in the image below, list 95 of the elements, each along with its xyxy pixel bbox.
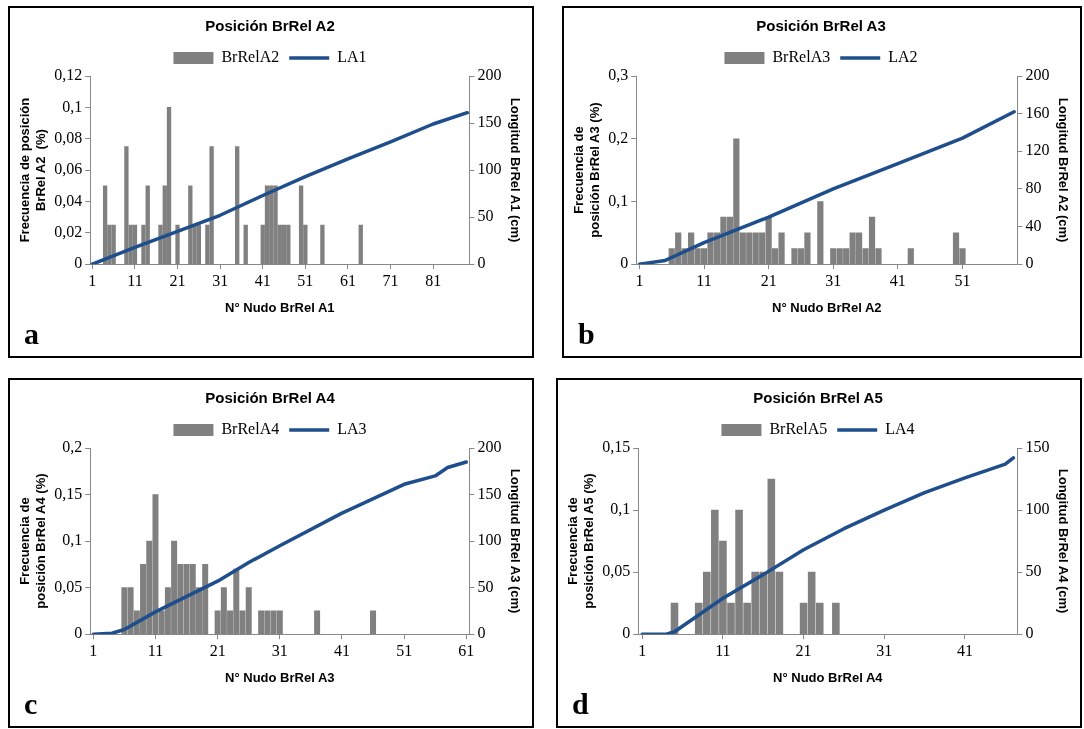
text: d: [572, 687, 589, 720]
y2-tick-label: 150: [477, 113, 502, 131]
y-axis-title: Frecuencia de posición BrRel A2 (%): [17, 97, 48, 243]
y2-tick-label: 80: [1025, 179, 1042, 197]
y-tick-label: 0,06: [54, 160, 83, 178]
y-tick-label: 0,15: [602, 438, 631, 456]
legend-label: BrRelA3: [772, 48, 831, 66]
text: a: [24, 317, 39, 350]
x-tick-label: 81: [425, 272, 442, 289]
legend-label: LA3: [337, 420, 367, 438]
x-tick-label: 61: [339, 272, 356, 289]
y2-tick-label: 0: [1025, 624, 1034, 642]
x-tick-label: 1: [88, 272, 97, 289]
y-tick-label: 0,3: [608, 66, 629, 84]
chart-title: Posición BrRel A3: [756, 17, 886, 35]
y2-tick-label: 100: [477, 531, 502, 549]
y-tick-label: 0,08: [54, 128, 83, 146]
x-tick-label: 21: [795, 642, 812, 659]
x-tick-label: 51: [954, 272, 971, 289]
legend-label: LA1: [337, 48, 367, 66]
y-tick-label: 0,05: [54, 577, 83, 595]
x-tick-label: 21: [209, 642, 226, 659]
x-tick-label: 11: [127, 272, 143, 289]
y2-tick-label: 100: [1025, 500, 1050, 518]
x-tick-label: 51: [297, 272, 314, 289]
legend-label: BrRelA5: [769, 420, 828, 438]
x-tick-label: 41: [254, 272, 271, 289]
y2-tick-label: 0: [477, 254, 486, 272]
y-tick-label: 0,04: [54, 191, 83, 209]
legend-label: BrRelA4: [221, 420, 280, 438]
y2-tick-label: 200: [1025, 66, 1050, 84]
x-tick-label: 11: [147, 642, 164, 659]
chart-title: Posición BrRel A5: [753, 389, 883, 407]
y2-axis-title: Longitud BrRel A3 (cm): [507, 468, 523, 614]
y2-tick-label: 120: [1025, 141, 1050, 159]
y-tick-label: 0,2: [608, 128, 629, 146]
x-tick-label: 21: [169, 272, 186, 289]
y-tick-label: 0,1: [608, 191, 629, 209]
y2-tick-label: 50: [1025, 562, 1042, 580]
y2-tick-label: 200: [477, 66, 502, 84]
y-axis-title: Frecuencia de posición BrRel A3 (%): [571, 102, 602, 238]
x-tick-label: 61: [458, 642, 475, 659]
x-tick-label: 71: [382, 272, 399, 289]
y-tick-label: 0: [74, 624, 83, 642]
y2-tick-label: 0: [1025, 254, 1034, 272]
x-tick-label: 51: [396, 642, 413, 659]
x-tick-label: 11: [715, 642, 731, 659]
x-tick-label: 41: [956, 642, 973, 659]
y2-tick-label: 100: [477, 160, 502, 178]
x-tick-label: 1: [89, 642, 98, 659]
y-tick-label: 0: [622, 624, 631, 642]
x-tick-label: 31: [876, 642, 893, 659]
y-axis-title: Frecuencia de posición BrRel A4 (%): [17, 473, 48, 609]
y-tick-label: 0,2: [62, 438, 83, 456]
legend-label: BrRelA2: [221, 48, 280, 66]
y-tick-label: 0,05: [602, 562, 631, 580]
y-tick-label: 0: [74, 254, 83, 272]
x-tick-label: 31: [825, 272, 842, 289]
text: b: [578, 317, 595, 350]
y2-tick-label: 150: [1025, 438, 1050, 456]
x-tick-label: 21: [760, 272, 777, 289]
y-tick-label: 0,1: [610, 500, 631, 518]
x-tick-label: 41: [889, 272, 906, 289]
y2-tick-label: 200: [477, 438, 502, 456]
y-tick-label: 0: [620, 254, 629, 272]
chart-title: Posición BrRel A4: [205, 389, 336, 407]
y-tick-label: 0,1: [62, 97, 83, 115]
x-tick-label: 41: [333, 642, 350, 659]
x-tick-label: 1: [635, 272, 644, 289]
y2-tick-label: 0: [477, 624, 486, 642]
y-tick-label: 0,02: [54, 223, 83, 241]
y-tick-label: 0,1: [62, 531, 83, 549]
y2-tick-label: 50: [477, 207, 494, 225]
y2-tick-label: 150: [477, 484, 502, 502]
y2-tick-label: 160: [1025, 103, 1050, 121]
y-tick-label: 0,15: [54, 484, 83, 502]
legend-label: LA2: [888, 48, 918, 66]
y2-tick-label: 40: [1025, 216, 1042, 234]
x-tick-label: 31: [271, 642, 288, 659]
y2-axis-title: Longitud BrRel A2 (cm): [1055, 97, 1071, 243]
y-axis-title: Frecuencia de posición BrRel A5 (%): [565, 473, 596, 609]
y2-axis-title: Longitud BrRel A4 (cm): [1055, 468, 1071, 614]
y2-tick-label: 50: [477, 577, 494, 595]
x-tick-label: 1: [638, 642, 647, 659]
chart-title: Posición BrRel A2: [205, 17, 335, 35]
legend-label: LA4: [885, 420, 915, 438]
x-axis-title: N° Nudo BrRel A2: [772, 299, 882, 315]
x-axis-title: N° Nudo BrRel A4: [773, 669, 884, 685]
text: c: [24, 687, 38, 720]
x-tick-label: 11: [696, 272, 712, 289]
x-axis-title: N° Nudo BrRel A3: [225, 669, 335, 685]
y-tick-label: 0,12: [54, 66, 83, 84]
x-tick-label: 31: [212, 272, 229, 289]
x-axis-title: N° Nudo BrRel A1: [225, 299, 335, 315]
y2-axis-title: Longitud BrRel A1 (cm): [507, 97, 523, 243]
